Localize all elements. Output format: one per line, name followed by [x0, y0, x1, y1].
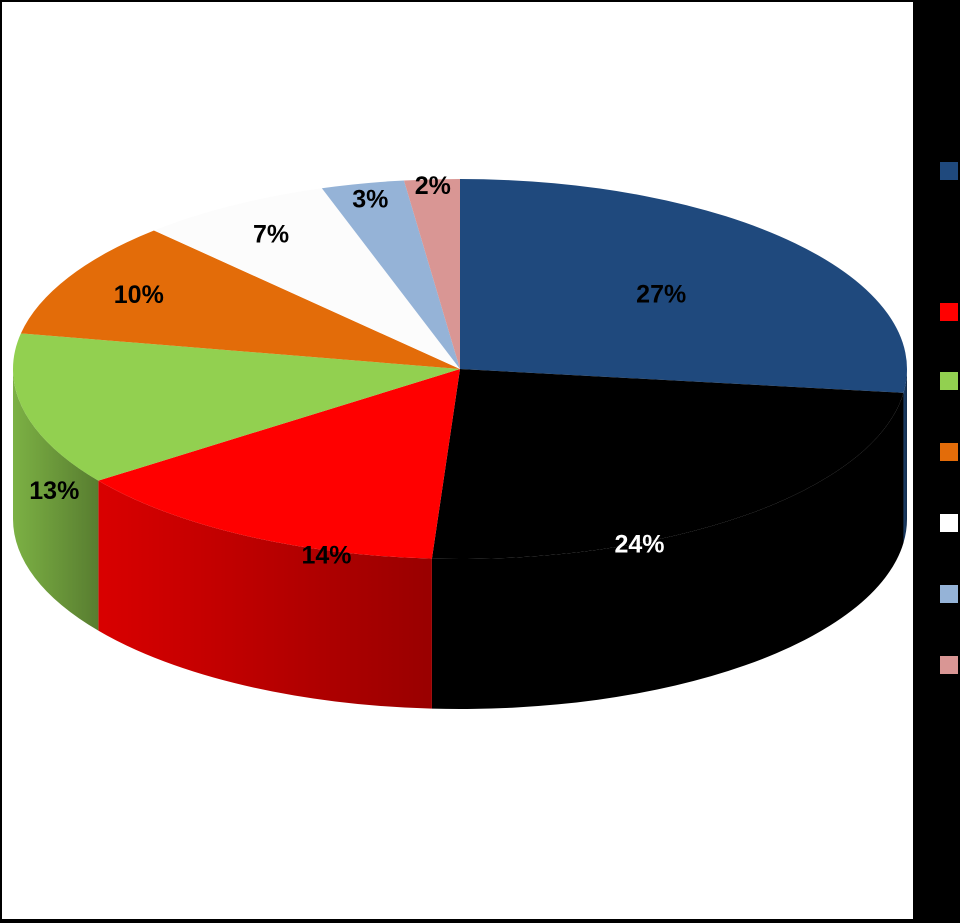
- legend-swatch-7: [940, 656, 958, 674]
- chart-area: 27% 24% 14% 13% 10% 7% 3% 2%: [0, 0, 913, 921]
- pie-slice-3[interactable]: [98, 369, 461, 559]
- legend-swatch-6: [940, 585, 958, 603]
- pie-slice-6[interactable]: [154, 188, 460, 369]
- pie-side-1: [903, 369, 907, 543]
- pie-slice-5[interactable]: [20, 230, 460, 369]
- legend-swatch-3: [940, 372, 958, 390]
- slice-label-6: 7%: [253, 220, 289, 248]
- pie-side-4: [13, 369, 99, 631]
- slice-label-8: 2%: [415, 172, 451, 200]
- pie-slice-8[interactable]: [403, 179, 460, 369]
- legend-swatch-1: [940, 162, 958, 180]
- slice-label-5: 10%: [114, 281, 164, 309]
- pie-slice-4[interactable]: [12, 333, 460, 481]
- pie-slice-1[interactable]: [460, 179, 908, 393]
- pie-slice-7[interactable]: [321, 180, 460, 369]
- pie-slice-2[interactable]: [431, 369, 904, 559]
- slice-label-4: 13%: [29, 477, 79, 505]
- pie-side-3: [98, 480, 432, 709]
- legend-swatch-4: [940, 443, 958, 461]
- legend-swatch-5: [940, 514, 958, 532]
- legend-swatch-2: [940, 303, 958, 321]
- slice-label-2: 24%: [614, 531, 664, 559]
- slice-label-3: 14%: [301, 542, 351, 570]
- slice-label-1: 27%: [636, 281, 686, 309]
- slice-label-7: 3%: [352, 185, 388, 213]
- pie-side-2: [431, 392, 904, 709]
- pie-chart: 27% 24% 14% 13% 10% 7% 3% 2%: [12, 172, 908, 709]
- legend: [938, 0, 960, 923]
